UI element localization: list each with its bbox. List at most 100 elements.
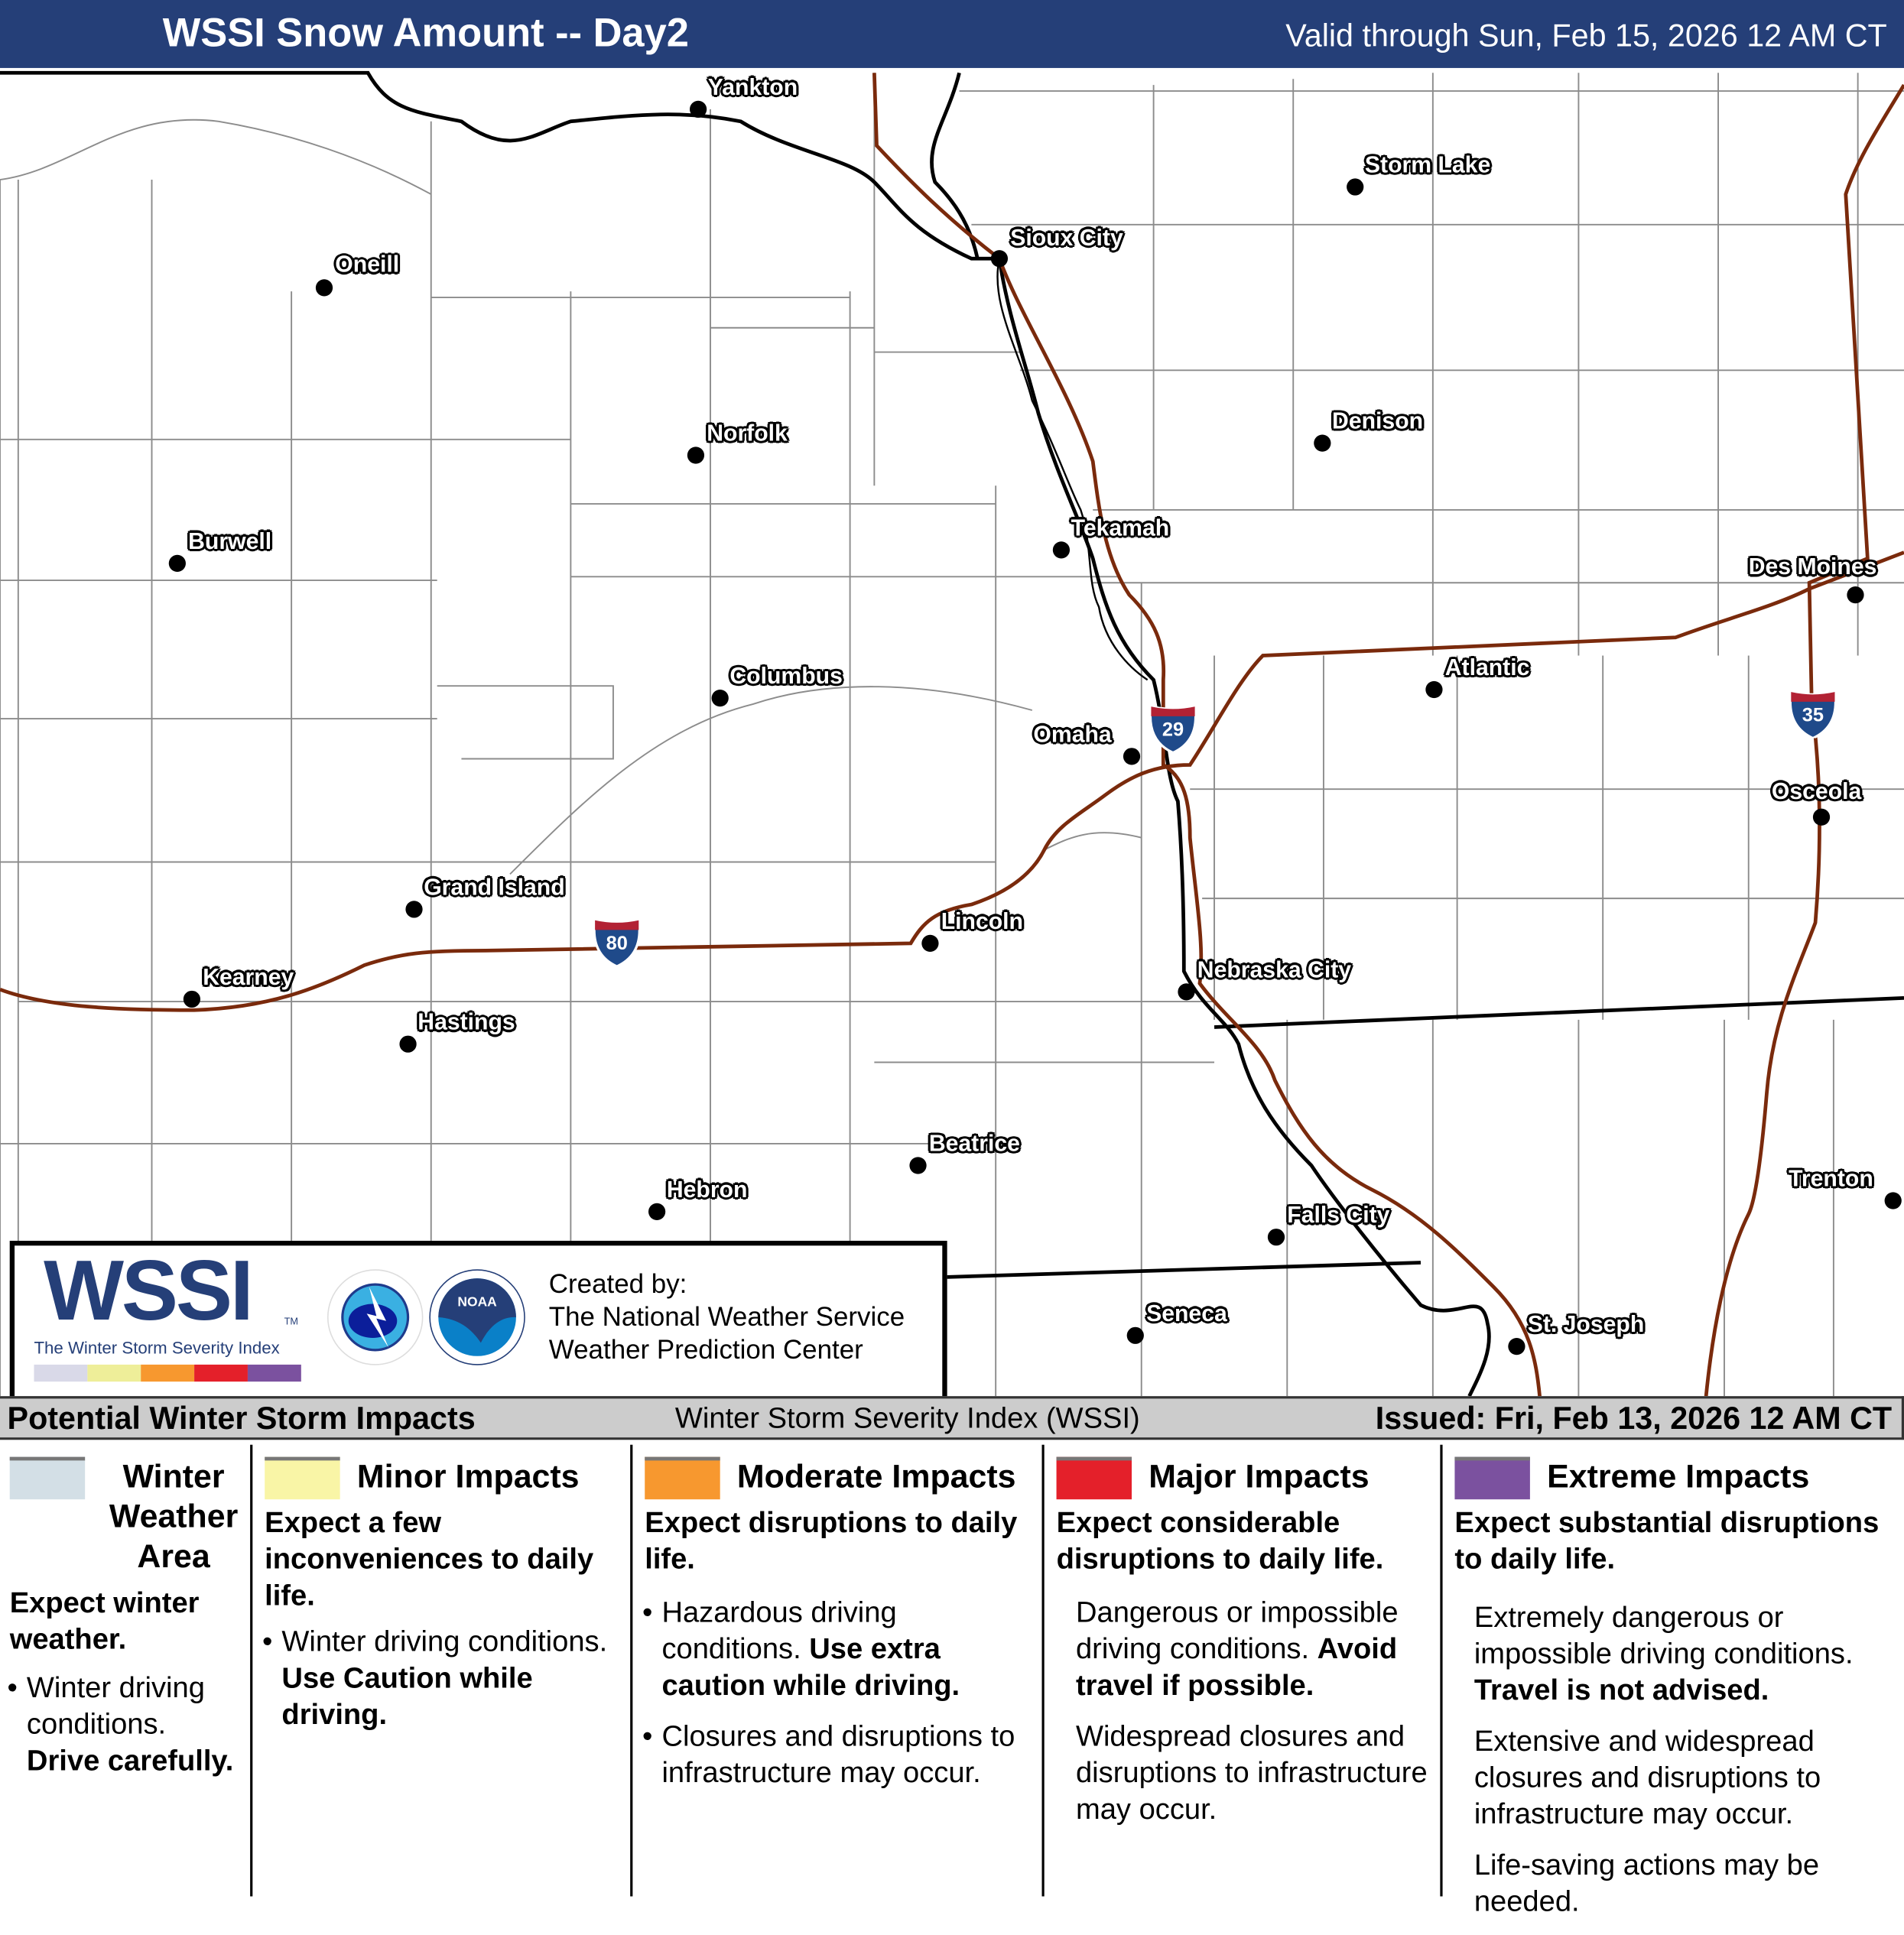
city-label: Falls City — [1287, 1203, 1390, 1229]
created-by-label: Created by: — [548, 1268, 687, 1300]
wssi-subtitle: The Winter Storm Severity Index — [34, 1337, 280, 1358]
city-dot — [921, 934, 939, 952]
legend-bullet: Extremely dangerous or impossible drivin… — [1474, 1600, 1897, 1709]
page-title: WSSI Snow Amount -- Day2 — [162, 9, 689, 55]
city-dot — [648, 1203, 666, 1220]
city-label: Seneca — [1146, 1301, 1227, 1327]
wssi-logo: WSSI — [44, 1243, 254, 1338]
interstate-29-number: 29 — [1162, 719, 1184, 741]
city-label: Omaha — [1033, 722, 1112, 748]
city-label: Columbus — [729, 664, 843, 690]
city-label: Sioux City — [1010, 226, 1123, 252]
city-label: Des Moines — [1748, 554, 1877, 581]
legend-swatch — [265, 1456, 340, 1500]
city-label: Lincoln — [941, 909, 1023, 935]
legend-description: Expect a few inconveniences to daily lif… — [265, 1506, 594, 1612]
legend-title: Extreme Impacts — [1547, 1458, 1810, 1495]
city-label: Beatrice — [928, 1131, 1020, 1157]
bullet-emphasis: Use Caution while driving. — [281, 1661, 533, 1732]
bullet-text: Widespread closures and disruptions to i… — [1075, 1720, 1428, 1826]
credits: Created by: The National Weather Service… — [549, 1268, 905, 1366]
bullet-text: Dangerous or impossible driving conditio… — [1075, 1596, 1399, 1666]
header-bar: WSSI Snow Amount -- Day2 Valid through S… — [0, 0, 1904, 68]
legend-category: Major Impacts Expect considerable disrupt… — [1047, 1444, 1443, 1897]
legend-category: Extreme Impacts Expect substantial disrup… — [1445, 1445, 1902, 1918]
nws-logo — [327, 1269, 424, 1365]
city-label: Nebraska City — [1197, 957, 1352, 984]
noaa-wordmark: NOAA — [457, 1294, 497, 1310]
bullet-text: Extensive and widespread closures and di… — [1473, 1725, 1821, 1831]
interstate-80-shield: 80 — [593, 918, 642, 968]
city-label: Osceola — [1771, 779, 1862, 805]
city-dot — [315, 279, 333, 297]
legend-swatch — [1056, 1456, 1132, 1500]
legend-category: Minor Impacts Expect a few inconveniences… — [255, 1444, 633, 1897]
city-dot — [909, 1157, 927, 1174]
legend-swatch — [9, 1456, 86, 1500]
city-label: Denison — [1332, 409, 1424, 435]
legend-title: Moderate Impacts — [736, 1458, 1016, 1495]
creator-org-wpc: Weather Prediction Center — [548, 1334, 863, 1365]
impacts-band: Potential Winter Storm Impacts Winter St… — [0, 1396, 1904, 1440]
legend-bullet: Widespread closures and disruptions to i… — [1076, 1719, 1435, 1829]
interstate-35-number: 35 — [1802, 705, 1824, 726]
city-dot — [711, 689, 729, 707]
city-label: Hastings — [418, 1010, 515, 1036]
bullet-text: Extremely dangerous or impossible drivin… — [1473, 1601, 1854, 1671]
city-dot — [1052, 541, 1071, 559]
city-dot — [990, 250, 1009, 268]
i-35-route — [1704, 83, 1904, 1397]
city-label: Oneill — [335, 252, 400, 278]
city-dot — [399, 1035, 417, 1053]
city-dot — [183, 990, 201, 1008]
rivers — [996, 258, 1149, 681]
interstate-29-shield: 29 — [1149, 704, 1197, 755]
bullet-emphasis: Drive carefully. — [26, 1744, 234, 1778]
legend-description: Expect winter weather. — [9, 1586, 200, 1657]
city-label: Yankton — [707, 75, 798, 101]
legend-bullet: Closures and disruptions to infrastructu… — [642, 1719, 1037, 1792]
interstate-80-number: 80 — [606, 933, 628, 955]
city-label: Hebron — [666, 1177, 748, 1203]
issued-time: Issued: Fri, Feb 13, 2026 12 AM CT — [1375, 1399, 1893, 1437]
bullet-text: Winter driving conditions. — [281, 1625, 608, 1659]
legend-description: Expect disruptions to daily life. — [645, 1506, 1018, 1576]
city-dot — [1812, 808, 1831, 826]
city-label: St. Joseph — [1527, 1312, 1645, 1338]
trademark: TM — [284, 1316, 298, 1327]
legend-category: Moderate Impacts Expect disruptions to da… — [635, 1444, 1045, 1897]
wssi-color-bar — [34, 1364, 301, 1382]
noaa-logo: NOAA — [429, 1269, 525, 1365]
city-dot — [1347, 178, 1364, 196]
wssi-logo-panel: WSSI TM The Winter Storm Severity Index … — [9, 1240, 947, 1401]
legend-bullet: Hazardous driving conditions. Use extra … — [642, 1596, 1037, 1705]
map — [0, 70, 1904, 1397]
city-dot — [1508, 1337, 1525, 1355]
county-lines — [0, 73, 1904, 1397]
city-label: Trenton — [1789, 1167, 1873, 1193]
bullet-text: Hazardous driving conditions. — [661, 1596, 897, 1666]
legend-bullets: Hazardous driving conditions. Use extra … — [642, 1596, 1037, 1807]
legend-bullets: Extremely dangerous or impossible drivin… — [1474, 1600, 1897, 1935]
legend-swatch — [1454, 1456, 1530, 1500]
bullet-text: Closures and disruptions to infrastructu… — [661, 1720, 1015, 1790]
i-29-route — [872, 73, 1542, 1397]
bullet-emphasis: Avoid travel if possible. — [1075, 1632, 1398, 1703]
legend-bullet: Winter driving conditions. Use Caution w… — [262, 1625, 625, 1734]
city-dot — [1178, 983, 1195, 1001]
interstate-35-shield: 35 — [1789, 690, 1837, 740]
legend-bullet: Extensive and widespread closures and di… — [1474, 1724, 1897, 1833]
city-dot — [1267, 1229, 1285, 1246]
city-dot — [1425, 680, 1443, 699]
index-name: Winter Storm Severity Index (WSSI) — [674, 1402, 1140, 1436]
i-80-route — [0, 550, 1904, 1012]
impact-legend: Winter Weather Area Expect winter weather… — [0, 1440, 1904, 1918]
legend-bullets: Winter driving conditions. Use Caution w… — [262, 1625, 625, 1748]
creator-org-nws: The National Weather Service — [548, 1301, 905, 1333]
interstate-highways — [0, 73, 1904, 1397]
city-dot — [689, 100, 707, 119]
legend-bullet: Dangerous or impossible driving conditio… — [1076, 1596, 1435, 1705]
bullet-text: Life-saving actions may be needed. — [1473, 1849, 1820, 1919]
city-dot — [687, 446, 705, 464]
city-label: Grand Island — [424, 875, 565, 901]
